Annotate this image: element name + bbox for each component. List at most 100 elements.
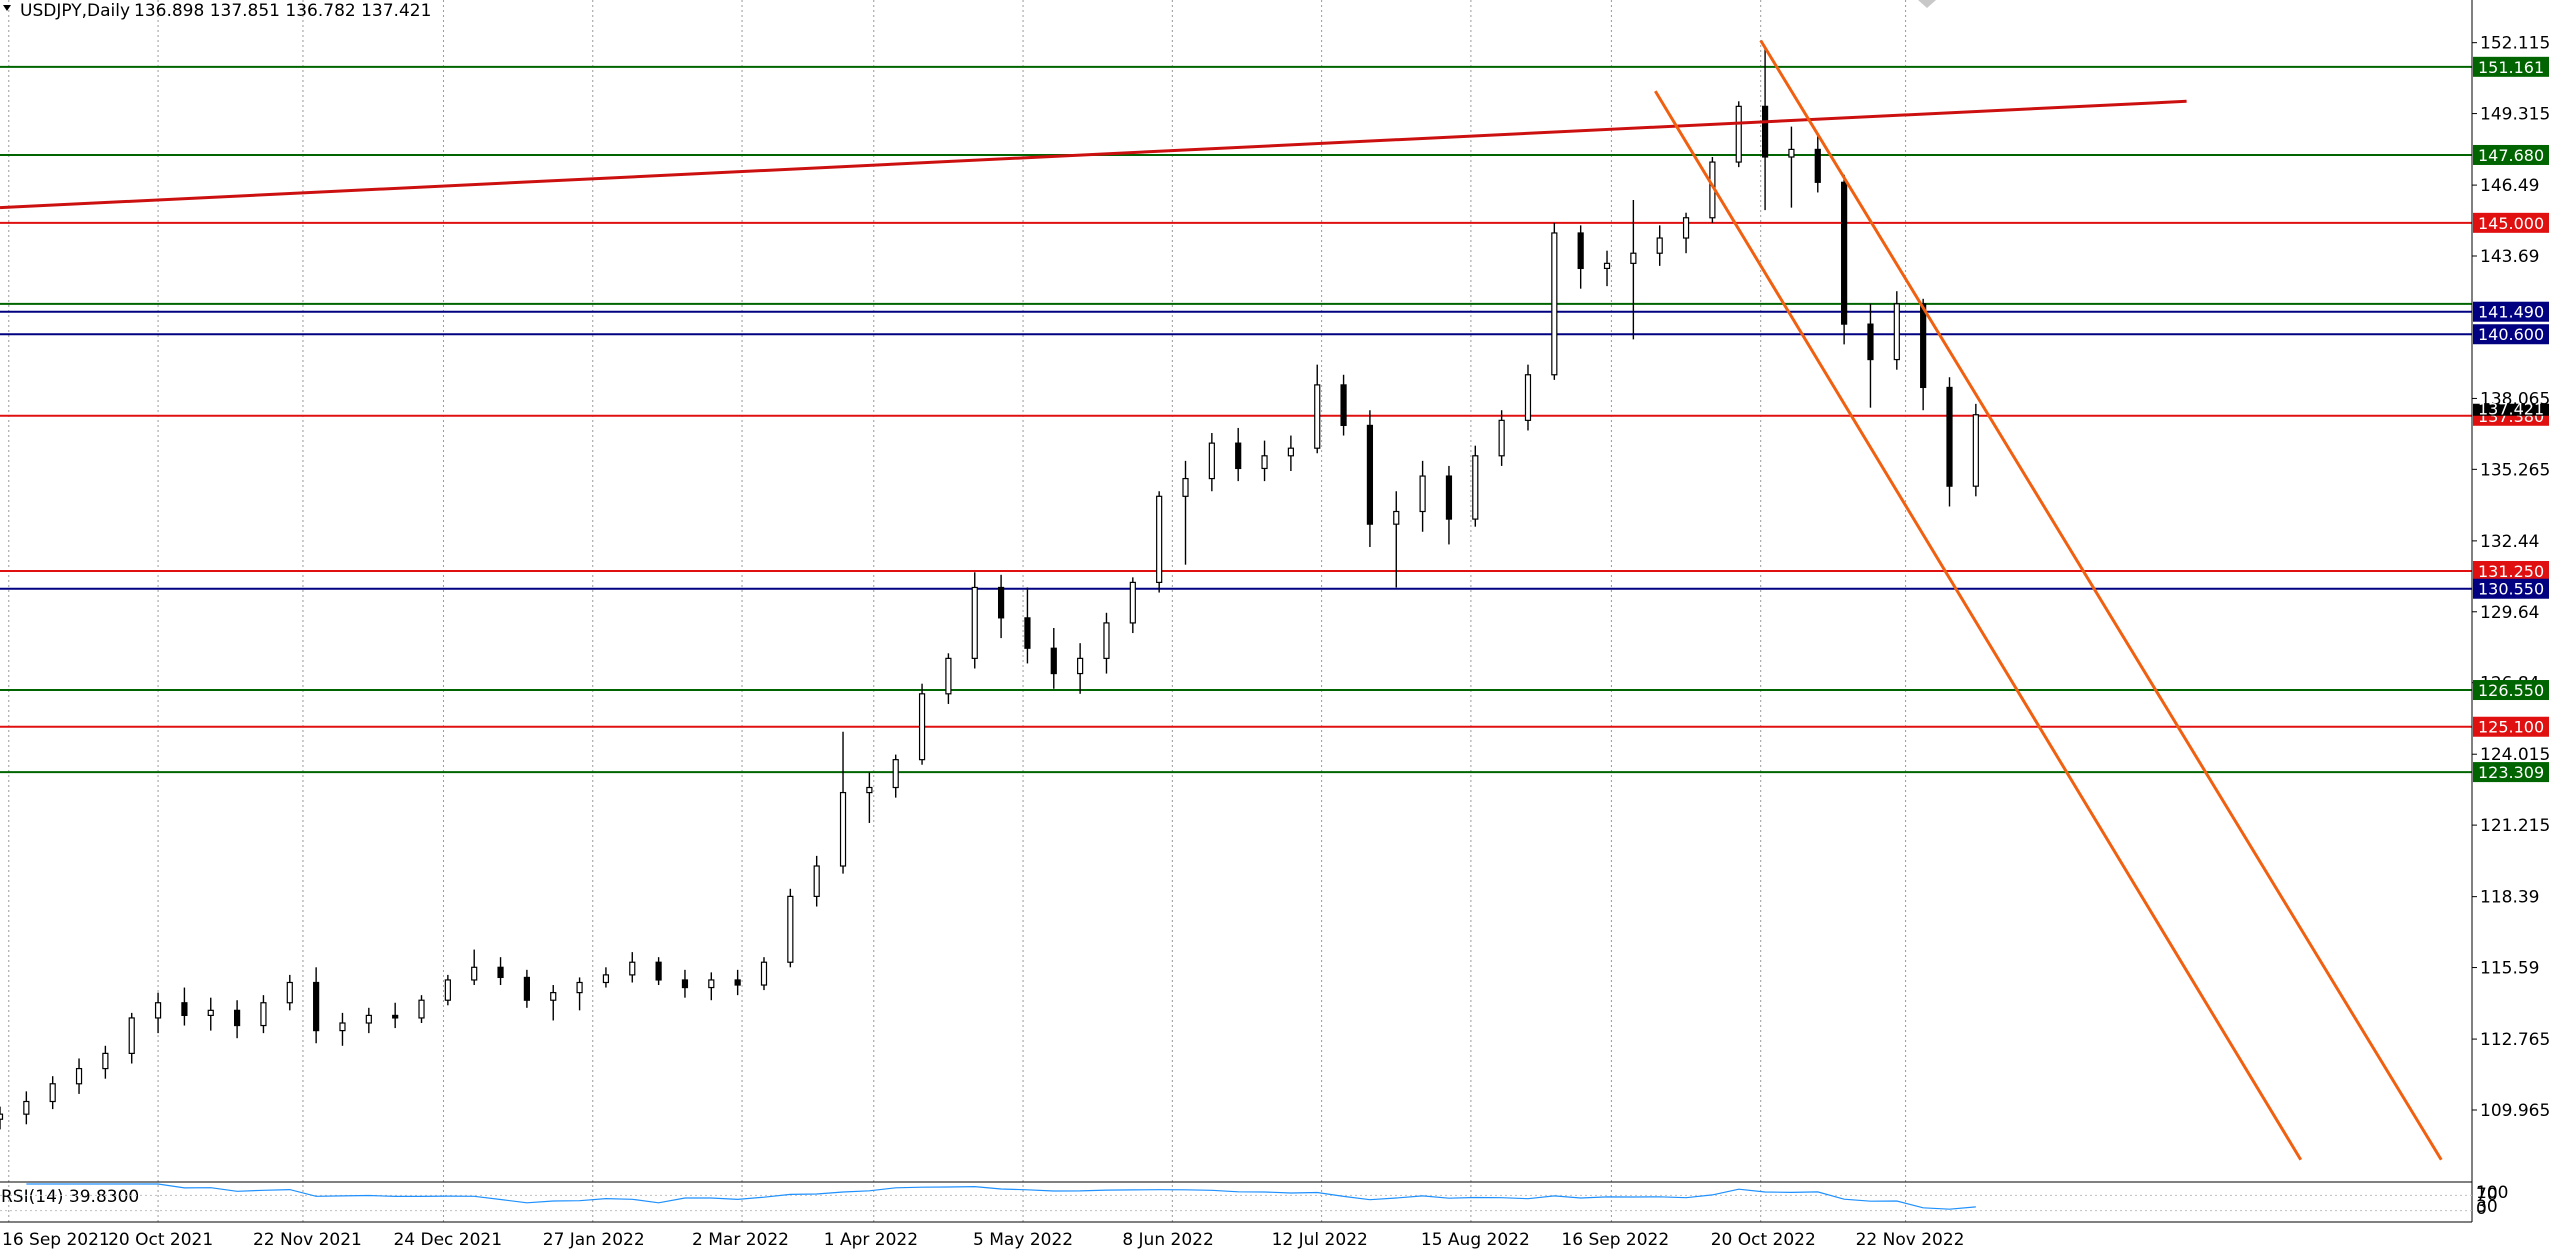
grid-lines bbox=[8, 0, 1907, 1222]
date-tick-label: 22 Nov 2022 bbox=[1856, 1230, 1965, 1250]
candle bbox=[1103, 612, 1110, 674]
candle-body bbox=[576, 981, 583, 994]
candle-body bbox=[286, 981, 293, 1004]
candle-body bbox=[339, 1022, 346, 1032]
candle bbox=[1419, 460, 1426, 532]
candle-body bbox=[1419, 475, 1426, 513]
rsi-scale-label: 70 bbox=[2476, 1185, 2498, 1205]
date-tick-label: 27 Jan 2022 bbox=[543, 1230, 645, 1250]
candle bbox=[286, 974, 293, 1011]
candle-body bbox=[1103, 622, 1110, 659]
scroll-marker-icon[interactable] bbox=[1918, 0, 1936, 8]
rsi-scale-label: 100 bbox=[2476, 1183, 2508, 1203]
candle bbox=[839, 731, 847, 874]
candle-body bbox=[866, 786, 873, 794]
candle bbox=[1156, 491, 1163, 593]
candle bbox=[708, 972, 715, 1001]
candle-body bbox=[1788, 148, 1795, 158]
candle-body bbox=[1946, 386, 1953, 487]
collapse-triangle-icon[interactable] bbox=[3, 5, 11, 11]
candle bbox=[1340, 374, 1347, 436]
level-tag-label: 141.490 bbox=[2478, 303, 2544, 322]
candle bbox=[1024, 587, 1031, 664]
rsi-series-line bbox=[26, 1183, 1976, 1210]
candle bbox=[1814, 134, 1821, 193]
symbol-title: USDJPY,Daily bbox=[20, 1, 130, 21]
candle bbox=[365, 1007, 372, 1034]
candle-body bbox=[207, 1009, 214, 1017]
candle bbox=[75, 1058, 83, 1094]
price-tick-label: 129.64 bbox=[2480, 603, 2539, 623]
candle-body bbox=[1235, 442, 1242, 470]
candle-body bbox=[1182, 477, 1189, 497]
candle-body bbox=[892, 759, 899, 789]
candle-body bbox=[1393, 510, 1400, 525]
candle-body bbox=[813, 865, 820, 897]
candle-body bbox=[655, 961, 662, 981]
trendline[interactable] bbox=[1654, 90, 2303, 1161]
candle-body bbox=[1735, 105, 1742, 163]
date-tick-label: 5 May 2022 bbox=[973, 1230, 1073, 1250]
level-tag-label: 145.000 bbox=[2478, 214, 2544, 233]
level-tag-label: 123.309 bbox=[2478, 763, 2544, 782]
level-tag bbox=[2473, 56, 2549, 77]
price-tick-label: 143.69 bbox=[2480, 247, 2539, 267]
candle bbox=[734, 969, 741, 996]
level-tag-label: 130.550 bbox=[2478, 580, 2544, 599]
level-tag-label: 131.250 bbox=[2478, 562, 2544, 581]
candle-body bbox=[918, 693, 926, 761]
horizontal-levels[interactable] bbox=[0, 65, 2472, 774]
price-tick-label: 132.44 bbox=[2480, 532, 2539, 552]
candle-body bbox=[1603, 262, 1611, 270]
candle bbox=[576, 977, 583, 1011]
candle-body bbox=[1761, 105, 1769, 158]
candle bbox=[945, 653, 952, 704]
level-tag-label: 126.550 bbox=[2478, 681, 2544, 700]
candle-body bbox=[629, 961, 636, 976]
date-tick-label: 1 Apr 2022 bbox=[824, 1230, 918, 1250]
trendline[interactable] bbox=[0, 99, 2187, 210]
candle bbox=[892, 754, 899, 798]
candle bbox=[866, 772, 873, 823]
candle bbox=[392, 1002, 399, 1029]
price-tick-label: 115.59 bbox=[2480, 959, 2539, 979]
candle bbox=[1761, 48, 1769, 211]
candle bbox=[1946, 377, 1953, 507]
price-tick-label: 112.765 bbox=[2480, 1030, 2550, 1050]
level-tag bbox=[2473, 716, 2549, 737]
candle-body bbox=[681, 979, 689, 989]
candle-body bbox=[1340, 384, 1347, 427]
candle bbox=[471, 949, 478, 986]
price-tick-label: 146.49 bbox=[2480, 176, 2539, 196]
rsi-scale-label: 30 bbox=[2476, 1197, 2498, 1217]
candle-body bbox=[23, 1100, 30, 1115]
date-tick-label: 20 Oct 2021 bbox=[108, 1230, 213, 1250]
candle-body bbox=[260, 1002, 267, 1027]
candle bbox=[918, 683, 926, 765]
candle-body bbox=[945, 657, 952, 695]
candle bbox=[550, 985, 557, 1021]
candle-body bbox=[1208, 442, 1215, 480]
candle bbox=[1077, 643, 1084, 694]
candle bbox=[1524, 364, 1532, 431]
candle bbox=[1867, 303, 1874, 408]
candle bbox=[1735, 101, 1742, 168]
trendline[interactable] bbox=[1759, 39, 2443, 1161]
candle-body bbox=[1814, 148, 1821, 183]
candle-body bbox=[1129, 581, 1136, 624]
candle bbox=[813, 855, 820, 907]
candle-body bbox=[128, 1017, 135, 1054]
price-tick-label: 152.115 bbox=[2480, 34, 2550, 54]
candle bbox=[681, 969, 689, 998]
candle-body bbox=[154, 1002, 162, 1019]
candle-body bbox=[1656, 237, 1663, 254]
level-tag bbox=[2473, 578, 2549, 599]
level-tag bbox=[2473, 301, 2549, 322]
trendlines[interactable] bbox=[0, 39, 2443, 1161]
candle-body bbox=[1314, 384, 1321, 449]
candle-body bbox=[392, 1014, 399, 1019]
date-tick-label: 24 Dec 2021 bbox=[393, 1230, 502, 1250]
